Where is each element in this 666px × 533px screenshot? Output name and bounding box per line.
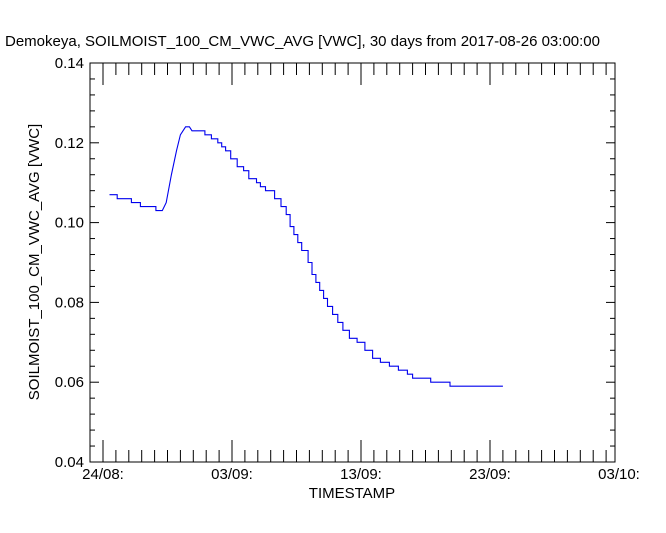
- x-tick-label: 03/10:: [598, 466, 640, 483]
- series-line: [109, 126, 503, 387]
- chart-title: Demokeya, SOILMOIST_100_CM_VWC_AVG [VWC]…: [5, 33, 600, 50]
- y-tick-label: 0.14: [55, 55, 84, 72]
- x-tick-label: 13/09:: [340, 466, 382, 483]
- y-tick-label: 0.06: [55, 374, 84, 391]
- y-tick-label: 0.12: [55, 135, 84, 152]
- x-axis-label: TIMESTAMP: [309, 485, 395, 502]
- y-axis-label: SOILMOIST_100_CM_VWC_AVG [VWC]: [26, 124, 43, 400]
- y-tick-label: 0.04: [55, 454, 84, 471]
- y-axis: 0.04 0.06 0.08 0.10 0.12 0.14: [55, 55, 615, 471]
- x-tick-label: 23/09:: [469, 466, 511, 483]
- x-tick-label: 03/09:: [211, 466, 253, 483]
- series-group: [109, 126, 503, 387]
- y-tick-label: 0.10: [55, 215, 84, 232]
- y-tick-label: 0.08: [55, 294, 84, 311]
- x-axis: 24/08: 03/09: 13/09: 23/09: 03/10:: [82, 63, 640, 483]
- plot-frame: [89, 62, 616, 463]
- x-tick-label: 24/08:: [82, 466, 124, 483]
